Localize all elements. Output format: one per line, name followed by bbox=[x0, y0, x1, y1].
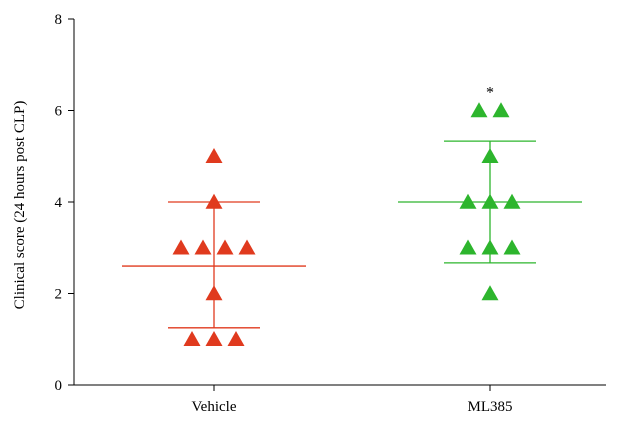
significance-marker: * bbox=[486, 85, 494, 102]
data-groups: * bbox=[122, 85, 582, 346]
data-point bbox=[459, 239, 477, 255]
x-axis-ticks: Vehicle ML385 bbox=[192, 385, 513, 415]
y-tick-label: 4 bbox=[55, 195, 63, 211]
x-tick-label: Vehicle bbox=[192, 399, 237, 415]
data-point bbox=[183, 331, 201, 346]
x-tick-label: ML385 bbox=[468, 399, 513, 415]
data-point bbox=[481, 239, 499, 255]
y-axis-ticks: 0 2 4 6 8 bbox=[55, 12, 74, 394]
group-ml385: * bbox=[398, 85, 582, 301]
data-point bbox=[205, 331, 223, 346]
y-tick-label: 0 bbox=[55, 378, 63, 394]
data-point bbox=[481, 148, 499, 163]
data-point bbox=[503, 239, 521, 255]
data-point bbox=[238, 239, 256, 255]
y-tick-label: 2 bbox=[55, 287, 63, 303]
y-tick-label: 6 bbox=[55, 104, 63, 120]
data-point bbox=[216, 239, 234, 255]
y-tick-label: 8 bbox=[55, 12, 63, 28]
data-point bbox=[503, 193, 521, 209]
y-axis-label: Clinical score (24 hours post CLP) bbox=[12, 101, 28, 310]
group-vehicle bbox=[122, 148, 306, 346]
data-point bbox=[205, 285, 223, 301]
data-point bbox=[459, 193, 477, 209]
data-point bbox=[194, 239, 212, 255]
data-point bbox=[492, 102, 510, 118]
data-point bbox=[172, 239, 190, 255]
data-point bbox=[481, 285, 499, 301]
data-point bbox=[481, 193, 499, 209]
data-point bbox=[227, 331, 245, 346]
data-point bbox=[205, 193, 223, 209]
data-point bbox=[205, 148, 223, 163]
data-point bbox=[470, 102, 488, 118]
